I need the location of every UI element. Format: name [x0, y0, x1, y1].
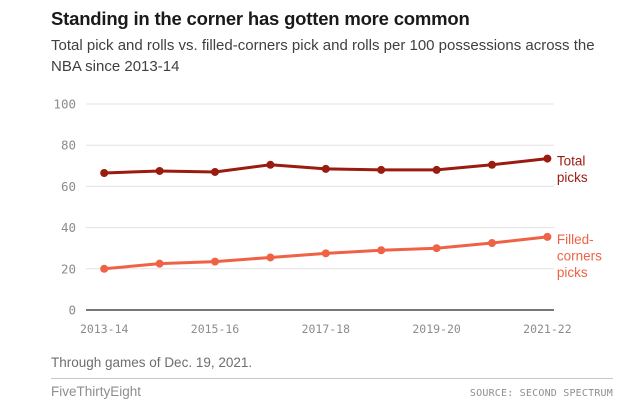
- series-point: [377, 246, 386, 255]
- x-tick-label: 2015-16: [191, 322, 240, 336]
- footer: FiveThirtyEight SOURCE: SECOND SPECTRUM: [51, 384, 613, 399]
- chart-footnote: Through games of Dec. 19, 2021.: [51, 355, 253, 370]
- y-tick-label: 40: [61, 220, 76, 235]
- footer-divider: [51, 378, 613, 379]
- y-tick-label: 60: [61, 179, 76, 194]
- x-tick-label: 2021-22: [523, 322, 571, 336]
- series-point: [432, 165, 441, 174]
- series-point: [211, 257, 219, 266]
- series-point: [321, 249, 330, 258]
- page-title: Standing in the corner has gotten more c…: [51, 8, 470, 29]
- series-label-total-picks: Total picks: [557, 154, 588, 186]
- x-tick-label: 2017-18: [302, 322, 351, 336]
- series-point: [266, 253, 275, 262]
- series-point: [155, 259, 164, 268]
- series-point: [488, 239, 496, 248]
- y-tick-label: 20: [61, 261, 76, 276]
- series-point: [100, 169, 109, 178]
- y-tick-label: 100: [53, 97, 76, 112]
- series-point: [155, 166, 164, 175]
- series-point: [543, 232, 552, 241]
- y-tick-label: 0: [68, 303, 76, 318]
- chart-subtitle: Total pick and rolls vs. filled-corners …: [51, 37, 595, 75]
- x-tick-label: 2013-14: [80, 322, 129, 336]
- series-point: [432, 244, 441, 253]
- source-label: SOURCE: SECOND SPECTRUM: [469, 388, 613, 399]
- series-point: [321, 164, 330, 173]
- series-point: [488, 160, 496, 169]
- chart-header: Standing in the corner has gotten more c…: [51, 8, 611, 78]
- series-point: [543, 154, 552, 163]
- y-tick-label: 80: [61, 138, 76, 153]
- series-point: [266, 160, 275, 169]
- x-tick-label: 2019-20: [412, 322, 461, 336]
- series-point: [100, 264, 109, 273]
- series-label-filled-corners-picks: Filled-corners picks: [557, 232, 602, 280]
- series-point: [377, 165, 386, 174]
- brand-label: FiveThirtyEight: [51, 384, 142, 399]
- series-point: [211, 167, 219, 176]
- line-chart: 0 20 40 60 80 100 2013-14 2015-16 2017-18 2019-20…: [53, 97, 602, 337]
